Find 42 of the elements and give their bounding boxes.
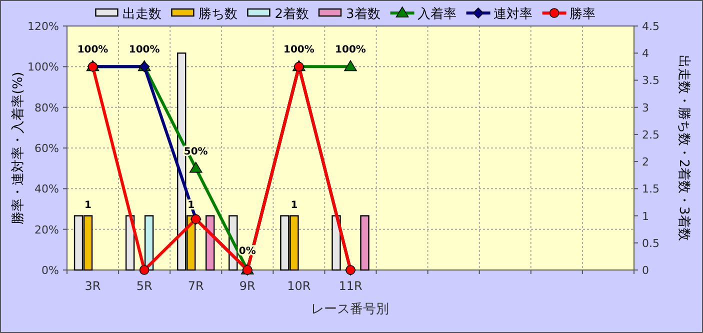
y-axis-title: 勝率・連対率・入着率(%) [10, 72, 26, 224]
y2-tick-label: 4 [642, 47, 649, 60]
y-tick-label: 120% [28, 20, 59, 33]
y2-tick-label: 3.5 [642, 74, 660, 88]
data-label: 100% [335, 44, 366, 56]
point [189, 162, 202, 173]
x-tick-label: 10R [287, 279, 311, 293]
y2-tick-label: 2 [642, 156, 649, 169]
y2-tick-label: 2.5 [642, 128, 660, 142]
y-tick-label: 0% [42, 264, 59, 277]
x-tick-label: 5R [136, 279, 152, 293]
legend-label: 勝ち数 [198, 7, 238, 22]
legend-label: 連対率 [493, 6, 532, 22]
y-tick-label: 100% [28, 60, 59, 74]
y-tick-label: 80% [34, 101, 59, 114]
data-label: 1 [84, 200, 92, 211]
y2-tick-label: 3 [642, 101, 649, 114]
x-tick-label: 7R [188, 279, 204, 293]
y-tick-label: 20% [34, 223, 59, 236]
x-axis-title: レース番号別 [311, 302, 389, 317]
point [139, 265, 150, 275]
y-tick-label: 60% [34, 142, 59, 155]
y2-axis-title: 出走数・勝ち数・2着数・3着数 [676, 55, 692, 241]
data-label: 1 [290, 200, 298, 211]
x-tick-label: 9R [239, 279, 256, 293]
legend-label: 出走数 [122, 7, 162, 22]
y2-tick-label: 4.5 [642, 20, 660, 33]
legend-label: 勝率 [569, 6, 596, 22]
y-tick-label: 40% [34, 182, 59, 196]
legend-label: 入着率 [417, 6, 456, 22]
data-label: 100% [284, 44, 314, 56]
y2-tick-label: 0.5 [642, 236, 660, 250]
data-label: 100% [77, 44, 108, 56]
y2-tick-label: 1.5 [642, 182, 660, 196]
data-label: 100% [128, 44, 160, 56]
x-tick-label: 11R [338, 279, 362, 293]
legend-label: 2着数 [274, 6, 309, 22]
y2-tick-label: 1 [642, 210, 649, 223]
y2-tick-label: 0 [642, 264, 649, 277]
point [344, 60, 357, 72]
legend-label: 3着数 [346, 6, 380, 22]
x-tick-label: 3R [84, 279, 101, 293]
